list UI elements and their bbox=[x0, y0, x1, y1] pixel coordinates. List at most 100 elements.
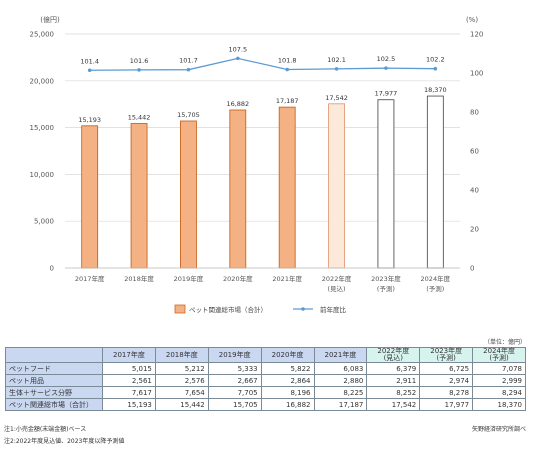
yoy-value-label: 102.5 bbox=[377, 55, 396, 63]
note-2: 注2:2022年度見込値、2023年度以降予測値 bbox=[4, 438, 125, 445]
bar-value-label: 15,442 bbox=[128, 113, 151, 121]
header-year: 2021年度 bbox=[324, 350, 357, 359]
header-year: 2018年度 bbox=[165, 350, 198, 359]
row-label: ペット関連総市場（合計） bbox=[5, 398, 103, 411]
yoy-value-label: 101.6 bbox=[130, 57, 149, 65]
left-axis-unit: (億円) bbox=[40, 15, 60, 24]
table-cell: 8,252 bbox=[366, 386, 421, 399]
bar-value-label: 17,977 bbox=[375, 90, 398, 98]
table-header-cell: 2024年度 (予測) bbox=[472, 347, 526, 363]
bar-value-label: 17,542 bbox=[325, 94, 348, 102]
yoy-line bbox=[89, 57, 436, 71]
legend-bar-label: ペット関連総市場（合計） bbox=[189, 305, 267, 314]
table-cell: 2,999 bbox=[472, 374, 526, 387]
table-header-cell: 2020年度 bbox=[260, 347, 315, 363]
yoy-value-label: 101.4 bbox=[80, 57, 99, 65]
yoy-point bbox=[433, 66, 438, 71]
right-tick-label: 60 bbox=[470, 148, 479, 156]
bar-7 bbox=[377, 99, 395, 269]
category-label: 2022年度 bbox=[322, 274, 352, 283]
table-cell: 5,822 bbox=[260, 362, 315, 375]
table-header-cell: 2017年度 bbox=[102, 347, 156, 363]
table-cell: 8,278 bbox=[419, 386, 474, 399]
yoy-point bbox=[334, 67, 339, 71]
table-row: ペット用品 2,561 2,576 2,667 2,864 2,880 2,911 2,974… bbox=[5, 374, 526, 387]
yoy-value-label: 102.2 bbox=[426, 56, 445, 64]
left-tick-label: 5,000 bbox=[34, 218, 54, 226]
left-tick-label: 20,000 bbox=[30, 77, 55, 85]
right-axis-unit: (%) bbox=[466, 16, 478, 24]
category-sublabel: (予測) bbox=[377, 284, 395, 293]
table-cell: 15,705 bbox=[207, 398, 262, 411]
category-sublabel: (予測) bbox=[426, 284, 444, 293]
header-year: 2017年度 bbox=[113, 350, 145, 359]
category-label: 2023年度 bbox=[371, 274, 401, 283]
left-tick-label: 15,000 bbox=[30, 124, 55, 132]
bar-value-label: 15,193 bbox=[78, 116, 101, 124]
yoy-value-label: 107.5 bbox=[229, 45, 248, 53]
legend-line-marker bbox=[301, 307, 305, 311]
table-cell: 18,370 bbox=[472, 398, 526, 411]
bar-5 bbox=[278, 106, 296, 269]
table-cell: 2,864 bbox=[260, 374, 315, 387]
table-row: ペット関連総市場（合計） 15,193 15,442 15,705 16,882 17,1… bbox=[5, 398, 526, 411]
category-label: 2021年度 bbox=[272, 274, 302, 283]
category-label: 2018年度 bbox=[124, 274, 154, 283]
table-cell: 15,442 bbox=[154, 398, 209, 411]
table-cell: 8,294 bbox=[472, 386, 526, 399]
bar-value-label: 17,187 bbox=[276, 97, 299, 105]
header-qualifier: (見込) bbox=[383, 354, 404, 362]
left-tick-label: 0 bbox=[50, 265, 54, 273]
right-tick-label: 100 bbox=[470, 70, 483, 78]
header-qualifier: (予測) bbox=[489, 354, 509, 362]
bar-value-label: 18,370 bbox=[424, 86, 447, 94]
header-year: 2020年度 bbox=[271, 350, 304, 359]
table-cell: 7,078 bbox=[472, 362, 526, 375]
bar-1 bbox=[81, 125, 99, 269]
left-tick-label: 25,000 bbox=[30, 31, 55, 39]
table-cell: 2,974 bbox=[419, 374, 474, 387]
table-cell: 5,212 bbox=[154, 362, 209, 375]
right-tick-label: 80 bbox=[470, 109, 479, 117]
table-cell: 5,015 bbox=[102, 362, 156, 375]
header-year: 2022年度 bbox=[377, 347, 410, 355]
category-label: 2019年度 bbox=[174, 274, 204, 283]
table-corner-cell bbox=[5, 347, 103, 363]
yoy-value-label: 102.1 bbox=[327, 56, 346, 64]
yoy-value-label: 101.8 bbox=[278, 56, 297, 64]
table-row: 生体＋サービス分野 7,617 7,654 7,705 8,196 8,225 8,252 8… bbox=[5, 386, 526, 399]
table-cell: 6,725 bbox=[419, 362, 474, 375]
bar-value-label: 16,882 bbox=[226, 100, 249, 108]
yoy-point bbox=[285, 67, 289, 72]
header-year: 2023年度 bbox=[430, 347, 463, 355]
table-cell: 7,654 bbox=[154, 386, 209, 399]
market-chart: (億円) (%) 0 5,000 10,000 15,000 20,000 25,000 0 20… bbox=[30, 15, 484, 314]
category-label: 2024年度 bbox=[421, 274, 451, 283]
yoy-point bbox=[186, 67, 191, 72]
yoy-point bbox=[87, 68, 92, 73]
table-cell: 7,617 bbox=[102, 386, 156, 399]
bar-2 bbox=[130, 123, 148, 269]
table-cell: 5,333 bbox=[207, 362, 262, 375]
table-header-cell: 2018年度 bbox=[154, 347, 209, 363]
yoy-point bbox=[384, 66, 388, 70]
table-cell: 6,083 bbox=[313, 362, 368, 375]
yoy-value-label: 101.7 bbox=[179, 57, 198, 65]
table-cell: 16,882 bbox=[260, 398, 315, 411]
right-tick-label: 120 bbox=[470, 31, 483, 39]
header-year: 2024年度 bbox=[483, 347, 515, 355]
row-label: 生体＋サービス分野 bbox=[5, 386, 103, 399]
header-qualifier: (予測) bbox=[436, 354, 456, 362]
table-cell: 6,379 bbox=[366, 362, 421, 375]
left-tick-label: 10,000 bbox=[30, 171, 55, 179]
yoy-point bbox=[137, 68, 141, 72]
bar-6 bbox=[328, 103, 345, 269]
table-cell: 2,911 bbox=[366, 374, 421, 387]
legend-bar-swatch bbox=[174, 304, 186, 314]
table-cell: 15,193 bbox=[102, 398, 156, 411]
right-tick-label: 40 bbox=[470, 187, 479, 195]
table-header-cell: 2022年度 (見込) bbox=[366, 347, 421, 363]
row-label: ペット用品 bbox=[5, 374, 103, 387]
category-label: 2017年度 bbox=[75, 274, 105, 283]
table-cell: 2,576 bbox=[154, 374, 209, 387]
